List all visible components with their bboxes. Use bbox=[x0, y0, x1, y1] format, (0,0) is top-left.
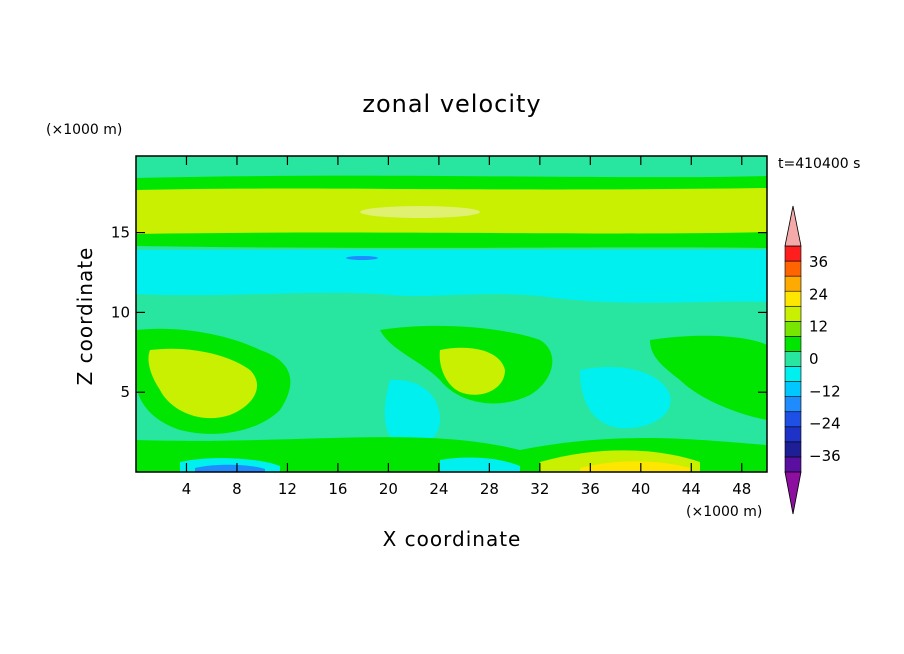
y-axis-label: Z coordinate bbox=[73, 247, 97, 386]
colorbar-segment bbox=[784, 426, 802, 443]
blob-cyan-right bbox=[580, 367, 671, 429]
colorbar-tick-label: −24 bbox=[809, 415, 841, 433]
colorbar-segment bbox=[784, 396, 802, 413]
colorbar-under-arrow bbox=[784, 471, 802, 515]
colorbar-segment bbox=[784, 245, 802, 262]
colorbar-segment bbox=[784, 456, 802, 473]
colorbar-segment bbox=[784, 381, 802, 397]
blob-yellowgreen-center bbox=[439, 347, 505, 395]
band-cyan-mid bbox=[136, 250, 767, 303]
colorbar-tick-label: −36 bbox=[809, 447, 841, 465]
colorbar-segment bbox=[784, 290, 802, 307]
band-teal-top bbox=[136, 156, 767, 178]
colorbar-segment bbox=[784, 321, 802, 337]
colorbar-tick-label: 24 bbox=[809, 285, 828, 303]
blob-lightgreen-upper bbox=[360, 206, 480, 218]
band-cyan-bottom-center bbox=[440, 457, 520, 472]
colorbar-tick-label: 36 bbox=[809, 253, 828, 271]
x-tick-label: 24 bbox=[429, 480, 448, 498]
x-tick-label: 16 bbox=[328, 480, 347, 498]
y-axis-ticks: 5 10 15 bbox=[111, 224, 767, 401]
colorbar-segment bbox=[784, 351, 802, 367]
contour-field bbox=[136, 156, 767, 472]
y-tick-label: 5 bbox=[120, 383, 130, 401]
time-label: t=410400 s bbox=[778, 156, 860, 172]
x-tick-label: 4 bbox=[182, 480, 192, 498]
x-tick-label: 36 bbox=[581, 480, 600, 498]
plot-frame bbox=[135, 155, 768, 473]
x-tick-label: 48 bbox=[732, 480, 751, 498]
blob-cyan-center bbox=[384, 379, 440, 447]
y-tick-label: 10 bbox=[111, 303, 130, 321]
x-tick-label: 28 bbox=[480, 480, 499, 498]
colorbar-segment bbox=[784, 411, 802, 428]
blob-green-right bbox=[650, 335, 767, 420]
colorbar-over-arrow bbox=[784, 205, 802, 247]
y-unit-label: (×1000 m) bbox=[46, 122, 122, 138]
colorbar-tick-label: 0 bbox=[809, 350, 819, 368]
colorbar-segment bbox=[784, 441, 802, 458]
x-unit-label: (×1000 m) bbox=[686, 504, 762, 520]
colorbar-segment bbox=[784, 366, 802, 382]
x-tick-label: 20 bbox=[379, 480, 398, 498]
x-axis-ticks: 4 8 12 16 20 24 28 32 36 40 44 48 bbox=[182, 156, 751, 498]
blob-yellowgreen-left bbox=[148, 348, 258, 419]
colorbar: −36 −24 −12 0 12 24 36 bbox=[784, 205, 841, 515]
x-tick-label: 32 bbox=[530, 480, 549, 498]
colorbar-segment bbox=[784, 275, 802, 292]
x-tick-label: 8 bbox=[232, 480, 242, 498]
colorbar-segment bbox=[784, 260, 802, 277]
band-yellow-bottom bbox=[580, 461, 690, 472]
chart-title: zonal velocity bbox=[362, 90, 541, 118]
x-tick-label: 40 bbox=[631, 480, 650, 498]
x-tick-label: 44 bbox=[682, 480, 701, 498]
y-tick-label: 15 bbox=[111, 224, 130, 242]
colorbar-segment bbox=[784, 336, 802, 352]
x-tick-label: 12 bbox=[278, 480, 297, 498]
colorbar-tick-label: 12 bbox=[809, 318, 828, 336]
colorbar-tick-label: −12 bbox=[809, 382, 841, 400]
blob-blue-upper bbox=[346, 256, 378, 260]
colorbar-segment bbox=[784, 305, 802, 322]
x-axis-label: X coordinate bbox=[383, 527, 522, 551]
band-blue-bottom-left bbox=[195, 464, 265, 472]
